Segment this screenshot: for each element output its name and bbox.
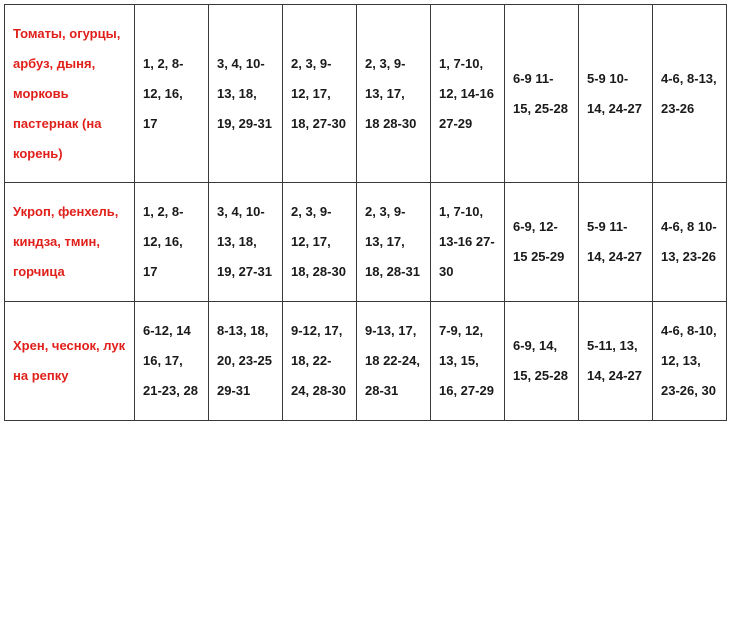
cell: 2, 3, 9-13, 17, 18 28-30 [357,5,431,183]
cell: 1, 7-10, 12, 14-16 27-29 [431,5,505,183]
cell: 3, 4, 10-13, 18, 19, 29-31 [209,5,283,183]
cell: 1, 2, 8-12, 16, 17 [135,5,209,183]
cell: 4-6, 8-13, 23-26 [653,5,727,183]
planting-calendar-table: Томаты, огурцы, арбуз, дыня, морковь пас… [4,4,727,421]
cell: 2, 3, 9-12, 17, 18, 27-30 [283,5,357,183]
cell: 4-6, 8-10, 12, 13, 23-26, 30 [653,302,727,421]
cell: 9-12, 17, 18, 22-24, 28-30 [283,302,357,421]
table-row: Хрен, чеснок, лук на репку 6-12, 14 16, … [5,302,727,421]
cell: 9-13, 17, 18 22-24, 28-31 [357,302,431,421]
cell: 1, 2, 8-12, 16, 17 [135,183,209,302]
cell: 6-9 11-15, 25-28 [505,5,579,183]
cell: 4-6, 8 10-13, 23-26 [653,183,727,302]
row-label: Хрен, чеснок, лук на репку [5,302,135,421]
cell: 3, 4, 10-13, 18, 19, 27-31 [209,183,283,302]
cell: 1, 7-10, 13-16 27-30 [431,183,505,302]
cell: 6-9, 12-15 25-29 [505,183,579,302]
row-label: Укроп, фенхель, киндза, тмин, горчица [5,183,135,302]
cell: 6-9, 14, 15, 25-28 [505,302,579,421]
cell: 5-11, 13, 14, 24-27 [579,302,653,421]
row-label: Томаты, огурцы, арбуз, дыня, морковь пас… [5,5,135,183]
cell: 6-12, 14 16, 17, 21-23, 28 [135,302,209,421]
cell: 5-9 10-14, 24-27 [579,5,653,183]
cell: 8-13, 18, 20, 23-25 29-31 [209,302,283,421]
cell: 2, 3, 9-13, 17, 18, 28-31 [357,183,431,302]
cell: 7-9, 12, 13, 15, 16, 27-29 [431,302,505,421]
table-row: Томаты, огурцы, арбуз, дыня, морковь пас… [5,5,727,183]
cell: 5-9 11-14, 24-27 [579,183,653,302]
table-row: Укроп, фенхель, киндза, тмин, горчица 1,… [5,183,727,302]
cell: 2, 3, 9-12, 17, 18, 28-30 [283,183,357,302]
